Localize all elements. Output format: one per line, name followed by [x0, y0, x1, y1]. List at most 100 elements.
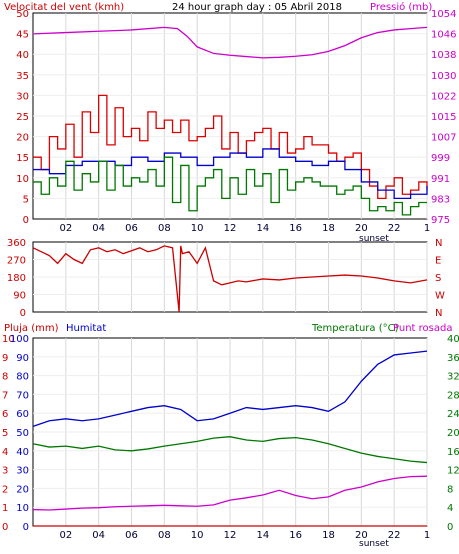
compass-label-3: E: [435, 256, 441, 267]
series-p3-0: [32, 350, 428, 427]
rain-tick-10: 10: [2, 334, 15, 345]
compass-label-2: S: [435, 273, 441, 284]
pressure-tick-6: 1022: [431, 91, 456, 102]
temperature-axis-title: Temperatura (°C): [311, 323, 399, 334]
x-tick-p1-11: 1: [424, 223, 430, 234]
rain-tick-5: 5: [2, 428, 8, 439]
wind-tick-0: 0: [23, 215, 29, 226]
temp-tick-0: 0: [447, 522, 453, 533]
chart-title: 24 hour graph day : 05 Abril 2018: [172, 2, 342, 13]
series-direction-0: [32, 245, 428, 313]
wind-tick-10: 50: [16, 9, 29, 20]
x-tick-p1-7: 16: [289, 223, 302, 234]
x-tick-p1-1: 04: [92, 223, 105, 234]
tick-labels: 0510152025303540455097598399199910071015…: [2, 9, 459, 541]
pressure-tick-5: 1015: [431, 112, 456, 123]
compass-label-0: N: [435, 308, 442, 319]
x-tick-p3-1: 04: [92, 530, 105, 541]
compass-label-1: W: [435, 291, 445, 302]
humidity-tick-7: 70: [16, 390, 29, 401]
pressure-tick-10: 1054: [431, 9, 456, 20]
wind-tick-5: 25: [16, 112, 29, 123]
humidity-tick-4: 40: [16, 447, 29, 458]
rain-tick-9: 9: [2, 353, 8, 364]
temp-tick-1: 4: [447, 503, 453, 514]
x-tick-p3-5: 12: [224, 530, 237, 541]
x-tick-p3-11: 1: [424, 530, 430, 541]
x-tick-p1-4: 10: [191, 223, 204, 234]
humidity-tick-10: 100: [10, 334, 29, 345]
temp-tick-10: 40: [447, 334, 459, 345]
temp-tick-8: 32: [447, 372, 459, 383]
pressure-tick-8: 1038: [431, 50, 456, 61]
wind-tick-8: 40: [16, 50, 29, 61]
rain-tick-1: 1: [2, 503, 8, 514]
temp-tick-3: 12: [447, 466, 459, 477]
series-p1-3: [33, 156, 427, 216]
humidity-tick-8: 80: [16, 372, 29, 383]
x-tick-p3-8: 18: [322, 530, 335, 541]
x-tick-p1-10: 22: [388, 223, 401, 234]
wind-tick-1: 5: [23, 194, 29, 205]
x-tick-p1-0: 02: [59, 223, 72, 234]
wind-axis-title: Velocitat del vent (kmh): [4, 2, 124, 13]
pressure-tick-7: 1030: [431, 71, 456, 82]
wind-tick-6: 30: [16, 91, 29, 102]
x-tick-p1-3: 08: [158, 223, 171, 234]
pressure-axis-title: Pressió (mb): [370, 1, 432, 13]
x-tick-p3-4: 10: [191, 530, 204, 541]
pressure-tick-9: 1046: [431, 30, 456, 41]
x-tick-p1-6: 14: [256, 223, 269, 234]
direction-tick-0: 0: [20, 308, 26, 319]
pressure-tick-0: 975: [431, 215, 450, 226]
series-p1-1: [33, 94, 428, 200]
wind-tick-9: 45: [16, 30, 29, 41]
x-tick-p3-6: 14: [256, 530, 269, 541]
x-tick-p1-8: 18: [322, 223, 335, 234]
wind-tick-3: 15: [16, 153, 29, 164]
rain-tick-4: 4: [2, 447, 8, 458]
pressure-tick-4: 1007: [431, 133, 456, 144]
sunset-label-bottom: sunset: [359, 539, 389, 549]
temp-tick-7: 28: [447, 390, 459, 401]
wind-tick-2: 10: [16, 174, 29, 185]
humidity-tick-0: 0: [23, 522, 29, 533]
direction-tick-1: 90: [13, 291, 26, 302]
x-tick-p3-2: 06: [125, 530, 138, 541]
series-layer: [32, 26, 428, 527]
compass-label-4: N: [435, 238, 442, 249]
humidity-tick-9: 90: [16, 353, 29, 364]
direction-tick-2: 180: [7, 273, 26, 284]
humidity-tick-1: 10: [16, 503, 29, 514]
temp-tick-6: 24: [447, 409, 459, 420]
pressure-tick-3: 999: [431, 153, 450, 164]
x-tick-p1-2: 06: [125, 223, 138, 234]
humidity-axis-title: Humitat: [66, 323, 106, 334]
humidity-tick-6: 60: [16, 409, 29, 420]
rain-axis-title: Pluja (mm): [4, 323, 59, 334]
x-tick-p3-10: 22: [388, 530, 401, 541]
x-tick-p1-9: 20: [355, 223, 368, 234]
x-tick-p1-5: 12: [224, 223, 237, 234]
temp-tick-4: 16: [447, 447, 459, 458]
humidity-tick-3: 30: [16, 466, 29, 477]
temp-tick-9: 36: [447, 353, 459, 364]
wind-tick-4: 20: [16, 133, 29, 144]
humidity-tick-2: 20: [16, 484, 29, 495]
x-tick-p3-7: 16: [289, 530, 302, 541]
humidity-tick-5: 50: [16, 428, 29, 439]
sunset-label-top: sunset: [359, 234, 389, 244]
series-p3-1: [32, 436, 428, 464]
rain-tick-8: 8: [2, 372, 8, 383]
pressure-tick-2: 991: [431, 174, 450, 185]
x-tick-p3-9: 20: [355, 530, 368, 541]
temp-tick-2: 8: [447, 484, 453, 495]
rain-tick-7: 7: [2, 390, 8, 401]
x-tick-p3-0: 02: [59, 530, 72, 541]
dewpoint-axis-title: Punt rosada: [393, 323, 452, 334]
series-p3-2: [32, 475, 428, 511]
rain-tick-3: 3: [2, 466, 8, 477]
series-p1-0: [32, 26, 428, 59]
